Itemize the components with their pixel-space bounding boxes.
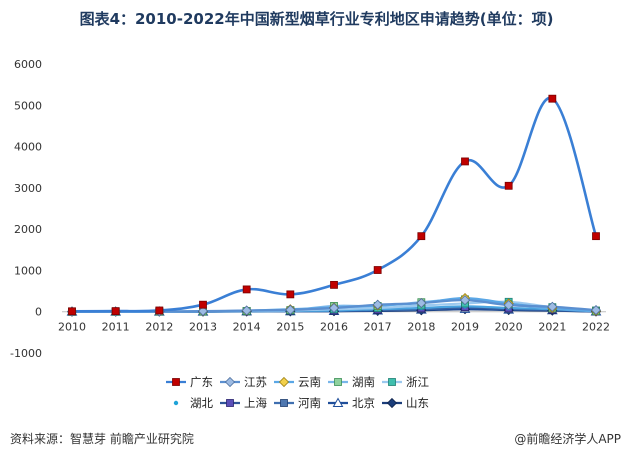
legend-label: 浙江 (406, 375, 429, 389)
data-point (592, 232, 600, 241)
y-tick-label: 5000 (14, 99, 42, 112)
series-line (71, 96, 598, 313)
series-lines (71, 96, 598, 313)
x-tick-label: 2013 (189, 321, 217, 334)
legend-item: 北京 (328, 396, 375, 410)
series-markers (66, 94, 602, 317)
legend-label: 上海 (244, 396, 267, 410)
data-point (199, 300, 207, 309)
legend-item: 江苏 (220, 375, 267, 389)
y-tick-label: 6000 (14, 58, 42, 71)
data-point (416, 297, 427, 309)
x-axis: 2010 2011 2012 2013 2014 2015 2016 2017 2018 2019… (58, 311, 610, 334)
legend-label: 云南 (298, 375, 321, 389)
y-tick-label: 2000 (14, 223, 42, 236)
y-tick-label: 0 (35, 306, 42, 319)
data-point (173, 400, 179, 406)
data-point (68, 307, 76, 316)
source-note: 资料来源：智慧芽 前瞻产业研究院 (10, 432, 194, 446)
y-tick-label: 3000 (14, 182, 42, 195)
legend-label: 湖南 (352, 375, 375, 389)
x-tick-label: 2019 (451, 321, 479, 334)
legend-label: 河南 (298, 396, 321, 410)
data-point (241, 305, 252, 316)
data-point (330, 280, 338, 289)
legend-item: 山东 (382, 396, 429, 410)
legend-label: 山东 (406, 396, 429, 410)
data-point (278, 376, 290, 388)
data-point (388, 378, 396, 386)
data-point (332, 397, 344, 407)
x-tick-label: 2011 (102, 321, 130, 334)
data-point (590, 304, 602, 316)
data-point (548, 94, 557, 103)
legend-item: 浙江 (382, 375, 429, 389)
x-tick-label: 2018 (407, 321, 435, 334)
data-point (286, 290, 295, 299)
y-tick-label: 1000 (14, 264, 42, 277)
data-point (503, 300, 514, 311)
data-point (459, 295, 471, 306)
data-point (461, 157, 469, 166)
data-point (280, 399, 288, 407)
legend-label: 江苏 (244, 375, 267, 389)
data-point (373, 266, 382, 274)
data-point (372, 299, 383, 310)
data-point (155, 306, 164, 315)
brand-credit: @前瞻经济学人APP (514, 432, 621, 446)
legend-item: 云南 (274, 375, 321, 389)
data-point (172, 378, 180, 386)
data-point (504, 181, 513, 190)
data-point (285, 304, 296, 315)
x-tick-label: 2022 (582, 321, 610, 334)
data-point (547, 301, 558, 312)
y-axis: -1000 0 1000 2000 3000 4000 5000 6000 (10, 58, 42, 360)
x-tick-label: 2012 (145, 321, 173, 334)
data-point (242, 285, 251, 294)
data-point (226, 399, 234, 407)
legend-item: 湖北 (173, 396, 213, 410)
legend-item: 湖南 (328, 375, 375, 389)
x-tick-label: 2014 (233, 321, 261, 334)
x-tick-label: 2015 (276, 321, 304, 334)
y-tick-label: -1000 (10, 347, 42, 360)
data-point (224, 376, 236, 388)
legend-label: 湖北 (190, 396, 213, 410)
x-tick-label: 2010 (58, 321, 86, 334)
chart-title: 图表4：2010-2022年中国新型烟草行业专利地区申请趋势(单位：项) (79, 10, 554, 28)
data-point (417, 232, 426, 241)
legend-label: 广东 (190, 375, 213, 389)
legend-item: 广东 (166, 375, 213, 389)
data-point (328, 302, 340, 314)
data-point (197, 306, 209, 317)
x-tick-label: 2017 (364, 321, 392, 334)
x-tick-label: 2020 (495, 321, 523, 334)
x-tick-label: 2021 (538, 321, 566, 334)
y-tick-label: 4000 (14, 141, 42, 154)
data-point (111, 307, 120, 315)
data-point (386, 397, 398, 409)
legend-label: 北京 (352, 396, 375, 410)
legend-item: 上海 (220, 396, 267, 410)
legend-item: 河南 (274, 396, 321, 410)
data-point (334, 378, 342, 386)
x-tick-label: 2016 (320, 321, 348, 334)
